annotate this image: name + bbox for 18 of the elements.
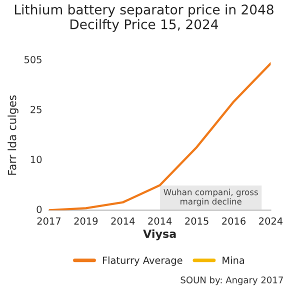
text: SOUN by: Angary 2017 — [180, 276, 283, 286]
legend-label: Mina — [222, 256, 244, 264]
text: 25 — [30, 106, 42, 114]
annotation: Wuhan compani, gross margin decline — [164, 188, 258, 206]
x-tick-label: 2014 — [148, 217, 172, 225]
x-axis-title: Viysa — [143, 229, 176, 240]
chart-title: Lithium battery separator price in 2048 Decilfty Price 15, 2024 — [14, 4, 274, 32]
x-tick-label: 2019 — [74, 217, 98, 225]
x-tick-label: 2017 — [37, 217, 60, 225]
x-tick-label: 2016 — [222, 217, 246, 225]
x-tick-label: 2014 — [111, 217, 135, 225]
text: 10 — [31, 156, 42, 164]
text: 505 — [24, 56, 42, 64]
x-tick-label: 2015 — [185, 217, 208, 225]
x-tick-label: 2024 — [259, 217, 283, 225]
legend-label: Flaturry Average — [102, 256, 182, 266]
y-axis-title: Farr lda culges — [8, 95, 18, 175]
text: 0 — [36, 206, 42, 214]
